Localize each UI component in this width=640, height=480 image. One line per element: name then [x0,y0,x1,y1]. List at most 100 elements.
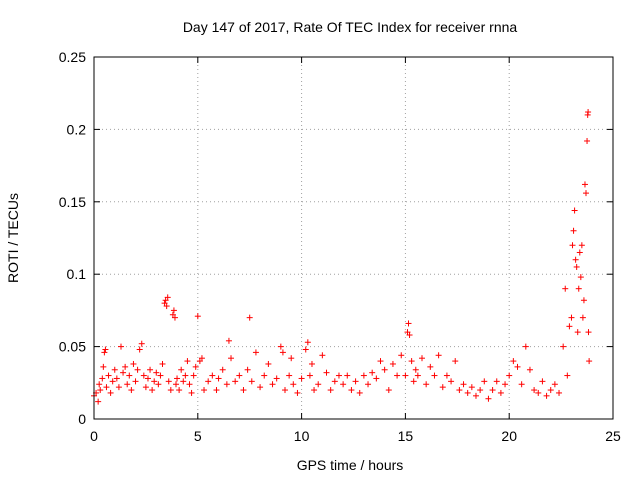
data-point [215,375,222,382]
data-point [481,378,488,385]
data-point [102,346,109,353]
data-point [240,387,247,394]
data-point [225,337,232,344]
data-point [99,375,106,382]
data-point [562,285,569,292]
data-point [142,384,149,391]
data-point [306,372,313,379]
data-point [107,389,114,396]
data-point [281,387,288,394]
data-point [96,381,103,388]
data-point [201,387,208,394]
data-point [394,372,401,379]
data-point [246,314,253,321]
data-point [140,372,147,379]
data-point [568,314,575,321]
data-point [522,343,529,350]
data-point [381,366,388,373]
grid-lines [94,57,613,419]
data-point [232,378,239,385]
data-point [319,352,326,359]
data-point [389,360,396,367]
data-point [518,381,525,388]
data-point [377,358,384,365]
x-tick-label: 20 [501,428,517,444]
data-point [269,381,276,388]
y-tick-label: 0.05 [59,339,86,355]
y-tick-label: 0.2 [67,121,87,137]
data-point [573,263,580,270]
data-point [120,369,127,376]
data-point [213,387,220,394]
data-point [335,372,342,379]
data-point [304,339,311,346]
data-point [460,381,467,388]
data-point [174,375,181,382]
data-point [402,372,409,379]
data-point [308,360,315,367]
data-point [164,294,171,301]
data-point [198,355,205,362]
data-point [273,375,280,382]
data-point [439,384,446,391]
data-point [419,355,426,362]
data-point [571,207,578,214]
data-point [576,249,583,256]
data-point [489,387,496,394]
data-point [136,346,143,353]
y-axis-label: ROTI / TECUs [5,193,21,283]
data-point [190,372,197,379]
data-point [290,381,297,388]
data-point [248,378,255,385]
data-point [97,387,104,394]
data-point [100,363,107,370]
data-point [286,372,293,379]
data-point [566,323,573,330]
data-point [579,314,586,321]
data-point [583,190,590,197]
data-point [180,378,187,385]
data-point [574,329,581,336]
data-point [279,349,286,356]
data-point [105,372,112,379]
data-point [223,381,230,388]
data-point [398,352,405,359]
data-point [531,387,538,394]
x-tick-label: 0 [90,428,98,444]
data-point [182,372,189,379]
data-point [134,366,141,373]
data-point [155,381,162,388]
data-point [192,363,199,370]
data-point [414,372,421,379]
data-point [539,378,546,385]
chart-title: Day 147 of 2017, Rate Of TEC Index for r… [183,19,518,35]
data-point [244,366,251,373]
data-point [543,392,550,399]
data-point [560,343,567,350]
data-point [556,389,563,396]
data-point [331,378,338,385]
data-point [111,366,118,373]
data-point [122,363,129,370]
data-point [252,349,259,356]
data-point [584,137,591,144]
data-point [188,389,195,396]
data-point [151,378,158,385]
data-point [157,372,164,379]
data-point [464,389,471,396]
data-point [405,320,412,327]
data-point [468,384,475,391]
data-point [493,378,500,385]
data-points [91,109,593,405]
data-point [176,387,183,394]
data-point [128,387,135,394]
data-point [408,358,415,365]
data-point [580,297,587,304]
data-point [147,366,154,373]
data-point [360,372,367,379]
data-point [385,387,392,394]
data-point [298,375,305,382]
data-point [165,378,172,385]
x-tick-label: 10 [294,428,310,444]
